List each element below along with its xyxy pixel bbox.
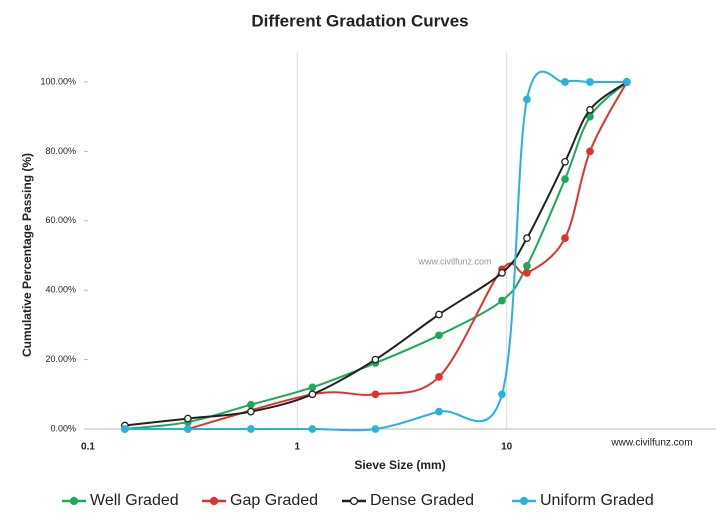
y-tick-label: 60.00% xyxy=(45,215,76,225)
y-tick-label: 40.00% xyxy=(45,285,76,295)
data-point xyxy=(586,78,594,86)
x-tick-label: 10 xyxy=(501,442,513,453)
data-point xyxy=(247,400,255,409)
data-point xyxy=(498,296,506,305)
data-point xyxy=(308,425,317,433)
data-point xyxy=(121,425,129,433)
data-point xyxy=(622,78,631,86)
data-point xyxy=(523,95,531,104)
y-axis-label: Cumulative Percentage Passing (%) xyxy=(20,153,34,357)
data-point xyxy=(498,390,506,399)
data-point xyxy=(523,262,531,270)
legend-label: Uniform Graded xyxy=(540,492,654,509)
y-tick-label: 20.00% xyxy=(45,354,76,364)
data-point xyxy=(435,331,443,340)
legend-marker xyxy=(519,496,529,506)
x-axis-label: Sieve Size (mm) xyxy=(354,458,445,472)
data-point xyxy=(184,414,192,423)
y-tick-label: 100.00% xyxy=(40,76,76,86)
data-point xyxy=(247,425,255,433)
legend-label: Dense Graded xyxy=(370,492,474,509)
data-point xyxy=(308,390,317,399)
data-point xyxy=(308,383,317,392)
x-tick-label: 1 xyxy=(295,442,301,453)
legend-marker xyxy=(209,496,219,506)
legend-label: Gap Graded xyxy=(230,492,318,509)
data-point xyxy=(371,425,380,433)
chart-title: Different Gradation Curves xyxy=(251,11,468,30)
data-point xyxy=(523,268,531,277)
y-tick-label: 0.00% xyxy=(50,423,76,433)
data-point xyxy=(435,407,443,416)
x-tick-label: 0.1 xyxy=(81,442,95,453)
data-point xyxy=(435,310,443,319)
y-tick-label: 80.00% xyxy=(45,146,76,156)
watermark: www.civilfunz.com xyxy=(610,438,692,449)
series-line xyxy=(124,70,627,432)
data-point xyxy=(498,268,506,277)
data-point xyxy=(561,234,569,242)
data-point xyxy=(561,157,569,166)
data-point xyxy=(586,147,594,156)
series-line xyxy=(187,81,628,430)
data-point xyxy=(184,425,192,433)
data-point xyxy=(586,105,594,114)
watermark: www.civilfunz.com xyxy=(417,256,491,266)
data-point xyxy=(371,390,380,399)
legend-marker xyxy=(349,496,359,506)
series-line xyxy=(124,81,628,427)
data-point xyxy=(247,407,255,416)
legend-label: Well Graded xyxy=(90,492,179,509)
data-point xyxy=(561,175,569,184)
data-point xyxy=(561,78,569,86)
data-point xyxy=(435,373,443,381)
data-point xyxy=(371,355,380,364)
data-point xyxy=(523,234,531,242)
legend-marker xyxy=(69,496,79,506)
